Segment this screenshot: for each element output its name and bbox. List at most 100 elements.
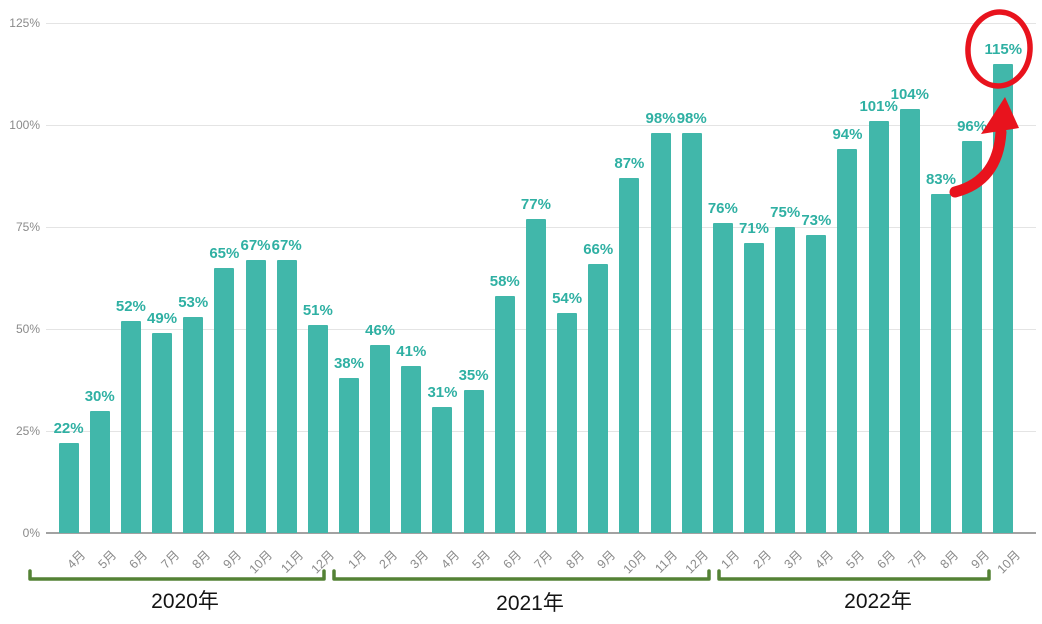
bar-column-2020年-8月: 53% 8月 xyxy=(178,0,213,572)
bar xyxy=(307,324,328,533)
bar-value-label: 53% xyxy=(178,293,209,311)
bar-column-2021年-9月: 66% 9月 xyxy=(583,0,618,572)
x-axis-label: 3月 xyxy=(407,547,432,572)
bar-column-2020年-9月: 65% 9月 xyxy=(209,0,244,572)
bar-value-label: 101% xyxy=(859,97,898,115)
bar-value-label: 71% xyxy=(739,220,770,238)
x-axis-label: 11月 xyxy=(652,547,681,576)
y-tick-label-25: 25% xyxy=(15,424,40,438)
gridline-100 xyxy=(46,125,1036,126)
bar-column-2020年-11月: 67% 11月 xyxy=(271,0,307,576)
x-axis-label: 10月 xyxy=(246,547,276,577)
year-label-2020: 2020年 xyxy=(151,590,219,613)
bar-value-label: 67% xyxy=(271,236,302,254)
bar-value-label: 58% xyxy=(489,273,520,291)
x-axis-label: 8月 xyxy=(937,547,961,572)
bar-column-2022年-5月: 94% 5月 xyxy=(832,0,867,571)
year-bracket-2020 xyxy=(28,569,326,581)
bar-value-label: 96% xyxy=(957,118,988,136)
bar xyxy=(557,312,578,533)
bar xyxy=(930,194,951,533)
y-tick-label-75: 75% xyxy=(15,220,40,234)
x-axis-label: 12月 xyxy=(682,547,712,577)
bar xyxy=(712,222,733,533)
x-axis-label: 10月 xyxy=(994,547,1023,577)
x-axis-label: 7月 xyxy=(905,547,930,572)
bar-column-2022年-7月: 104% 7月 xyxy=(891,0,930,572)
bar-column-2022年-10月: 115% 10月 xyxy=(984,0,1023,577)
bar xyxy=(494,296,515,533)
bar-column-2022年-6月: 101% 6月 xyxy=(859,0,898,572)
x-axis-label: 5月 xyxy=(95,547,120,572)
x-axis-label: 8月 xyxy=(563,547,587,572)
bar-column-2021年-6月: 58% 6月 xyxy=(489,0,525,571)
bar-value-label: 94% xyxy=(832,126,863,144)
bar-value-label: 41% xyxy=(396,342,427,360)
bar xyxy=(962,141,983,533)
bar-value-label: 115% xyxy=(984,40,1023,58)
bar-column-2021年-8月: 54% 8月 xyxy=(552,0,587,572)
bar xyxy=(152,333,173,533)
bar-value-label: 52% xyxy=(115,297,146,315)
x-axis-label: 2月 xyxy=(376,547,400,572)
bar-value-label: 22% xyxy=(53,420,84,438)
x-axis-label: 9月 xyxy=(220,547,245,572)
bar-value-label: 73% xyxy=(801,212,832,230)
bar-value-label: 76% xyxy=(707,199,738,217)
bar-column-2021年-1月: 38% 1月 xyxy=(333,0,369,572)
bar xyxy=(432,406,453,533)
bar xyxy=(276,259,297,533)
x-axis-label: 4月 xyxy=(438,547,463,572)
bar-value-label: 65% xyxy=(209,244,240,262)
bar xyxy=(89,410,110,533)
bar xyxy=(837,149,858,533)
bar-column-2022年-4月: 73% 4月 xyxy=(801,0,836,571)
bar xyxy=(681,133,702,533)
bar-value-label: 104% xyxy=(890,85,929,103)
x-axis-label: 11月 xyxy=(278,547,307,576)
bar-value-label: 77% xyxy=(520,195,551,213)
x-axis-label: 7月 xyxy=(531,547,556,572)
bar-column-2020年-5月: 30% 5月 xyxy=(84,0,120,572)
bar-column-2021年-5月: 35% 5月 xyxy=(458,0,494,571)
x-axis-label: 6月 xyxy=(126,547,151,572)
bar-column-2022年-1月: 76% 1月 xyxy=(707,0,743,572)
bar xyxy=(993,63,1014,533)
bar-value-label: 67% xyxy=(240,236,271,254)
bar-series: 22% 4月 30% 5月 52% 6月 49% 7月 53% 8月 65% 9月 67% 10月 67% 1… xyxy=(53,0,1023,577)
bar-value-label: 75% xyxy=(770,204,801,221)
bar xyxy=(650,133,671,533)
bar-column-2020年-4月: 22% 4月 xyxy=(53,0,89,571)
bar-column-2021年-10月: 87% 10月 xyxy=(614,0,649,576)
bar xyxy=(744,243,765,533)
gridline-0 xyxy=(46,532,1036,534)
y-tick-label-50: 50% xyxy=(15,322,40,336)
x-axis-label: 4月 xyxy=(812,547,837,572)
x-axis-label: 7月 xyxy=(158,547,182,572)
bar xyxy=(525,218,546,533)
bar-value-label: 98% xyxy=(676,110,707,128)
x-axis-label: 6月 xyxy=(874,547,899,572)
bar xyxy=(899,108,920,533)
gridline-125 xyxy=(46,23,1036,24)
x-axis-label: 2月 xyxy=(750,547,774,572)
bar-value-label: 98% xyxy=(645,110,676,128)
x-axis-label: 6月 xyxy=(500,547,525,572)
year-bracket-2021 xyxy=(332,569,711,581)
bar-column-2021年-11月: 98% 11月 xyxy=(645,0,681,576)
bar xyxy=(245,259,266,533)
x-axis-label: 1月 xyxy=(718,547,743,572)
bar xyxy=(214,267,235,533)
bar-column-2020年-10月: 67% 10月 xyxy=(240,0,276,577)
bar xyxy=(401,365,422,533)
bar-column-2021年-3月: 41% 3月 xyxy=(396,0,431,572)
bar-column-2022年-8月: 83% 8月 xyxy=(925,0,961,571)
x-axis-label: 8月 xyxy=(189,547,213,572)
bar-column-2021年-7月: 77% 7月 xyxy=(520,0,556,572)
bar-column-2020年-6月: 52% 6月 xyxy=(115,0,151,572)
bar-value-label: 31% xyxy=(427,383,458,401)
year-label-2022: 2022年 xyxy=(844,590,912,613)
x-axis-label: 12月 xyxy=(308,547,338,577)
bar-value-label: 87% xyxy=(614,155,645,173)
